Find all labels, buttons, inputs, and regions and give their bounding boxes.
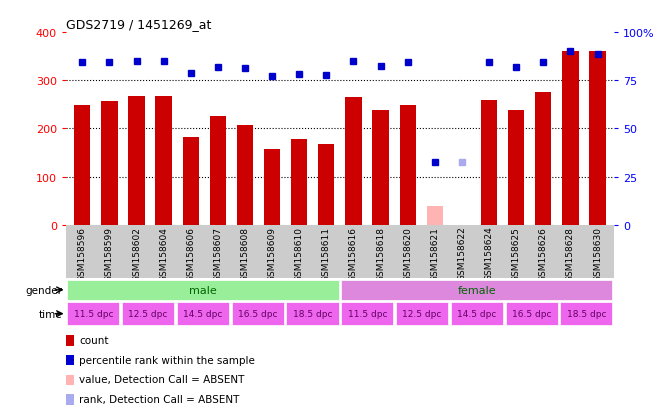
Text: GSM158626: GSM158626 [539,226,548,281]
Text: female: female [457,285,496,295]
Text: 12.5 dpc: 12.5 dpc [403,309,442,318]
FancyBboxPatch shape [232,303,284,325]
Text: 14.5 dpc: 14.5 dpc [457,309,496,318]
Text: GSM158608: GSM158608 [240,226,249,281]
Text: GSM158616: GSM158616 [349,226,358,281]
Bar [589,52,606,225]
Text: GSM158630: GSM158630 [593,226,602,281]
Text: GSM158622: GSM158622 [457,226,467,281]
Text: GSM158610: GSM158610 [295,226,304,281]
FancyBboxPatch shape [286,303,339,325]
Bar [508,111,524,225]
FancyBboxPatch shape [341,280,612,300]
FancyBboxPatch shape [67,280,339,300]
FancyBboxPatch shape [451,303,503,325]
Text: GSM158611: GSM158611 [322,226,331,281]
Bar [66,355,75,366]
Bar [66,394,75,405]
Text: GSM158602: GSM158602 [132,226,141,281]
Bar [535,93,551,225]
Bar [101,102,117,225]
FancyBboxPatch shape [341,303,393,325]
Bar [66,335,75,346]
Text: 11.5 dpc: 11.5 dpc [348,309,387,318]
Bar [318,145,335,225]
Text: GSM158628: GSM158628 [566,226,575,281]
Text: rank, Detection Call = ABSENT: rank, Detection Call = ABSENT [79,394,240,404]
Text: gender: gender [26,285,63,295]
Text: value, Detection Call = ABSENT: value, Detection Call = ABSENT [79,375,245,385]
Bar [372,111,389,225]
Text: GSM158596: GSM158596 [78,226,86,281]
Bar [264,149,280,225]
Text: GSM158624: GSM158624 [484,226,494,281]
Bar [183,137,199,225]
Text: 16.5 dpc: 16.5 dpc [512,309,551,318]
Bar [66,375,75,385]
Text: GSM158604: GSM158604 [159,226,168,281]
Bar [156,96,172,225]
FancyBboxPatch shape [122,303,174,325]
Text: GSM158609: GSM158609 [267,226,277,281]
Text: percentile rank within the sample: percentile rank within the sample [79,355,255,365]
Text: 12.5 dpc: 12.5 dpc [129,309,168,318]
Text: time: time [39,309,63,319]
Text: GSM158599: GSM158599 [105,226,114,281]
Bar [291,140,308,225]
Text: GSM158607: GSM158607 [213,226,222,281]
Text: GSM158620: GSM158620 [403,226,412,281]
FancyBboxPatch shape [67,303,119,325]
Text: 18.5 dpc: 18.5 dpc [567,309,606,318]
Text: 14.5 dpc: 14.5 dpc [183,309,222,318]
Bar [345,97,362,225]
Bar [237,125,253,225]
Text: count: count [79,335,109,345]
Text: 11.5 dpc: 11.5 dpc [74,309,113,318]
Bar [426,207,443,225]
Bar [481,101,497,225]
Text: GDS2719 / 1451269_at: GDS2719 / 1451269_at [66,17,211,31]
Bar [210,117,226,225]
Text: male: male [189,285,217,295]
Bar [399,106,416,225]
Bar [129,96,145,225]
FancyBboxPatch shape [396,303,448,325]
Text: 18.5 dpc: 18.5 dpc [293,309,332,318]
Bar [74,106,90,225]
FancyBboxPatch shape [560,303,612,325]
FancyBboxPatch shape [177,303,229,325]
Text: 16.5 dpc: 16.5 dpc [238,309,277,318]
Text: GSM158621: GSM158621 [430,226,440,281]
Text: GSM158625: GSM158625 [512,226,521,281]
Text: GSM158606: GSM158606 [186,226,195,281]
Bar [562,52,579,225]
FancyBboxPatch shape [506,303,558,325]
Text: GSM158618: GSM158618 [376,226,385,281]
